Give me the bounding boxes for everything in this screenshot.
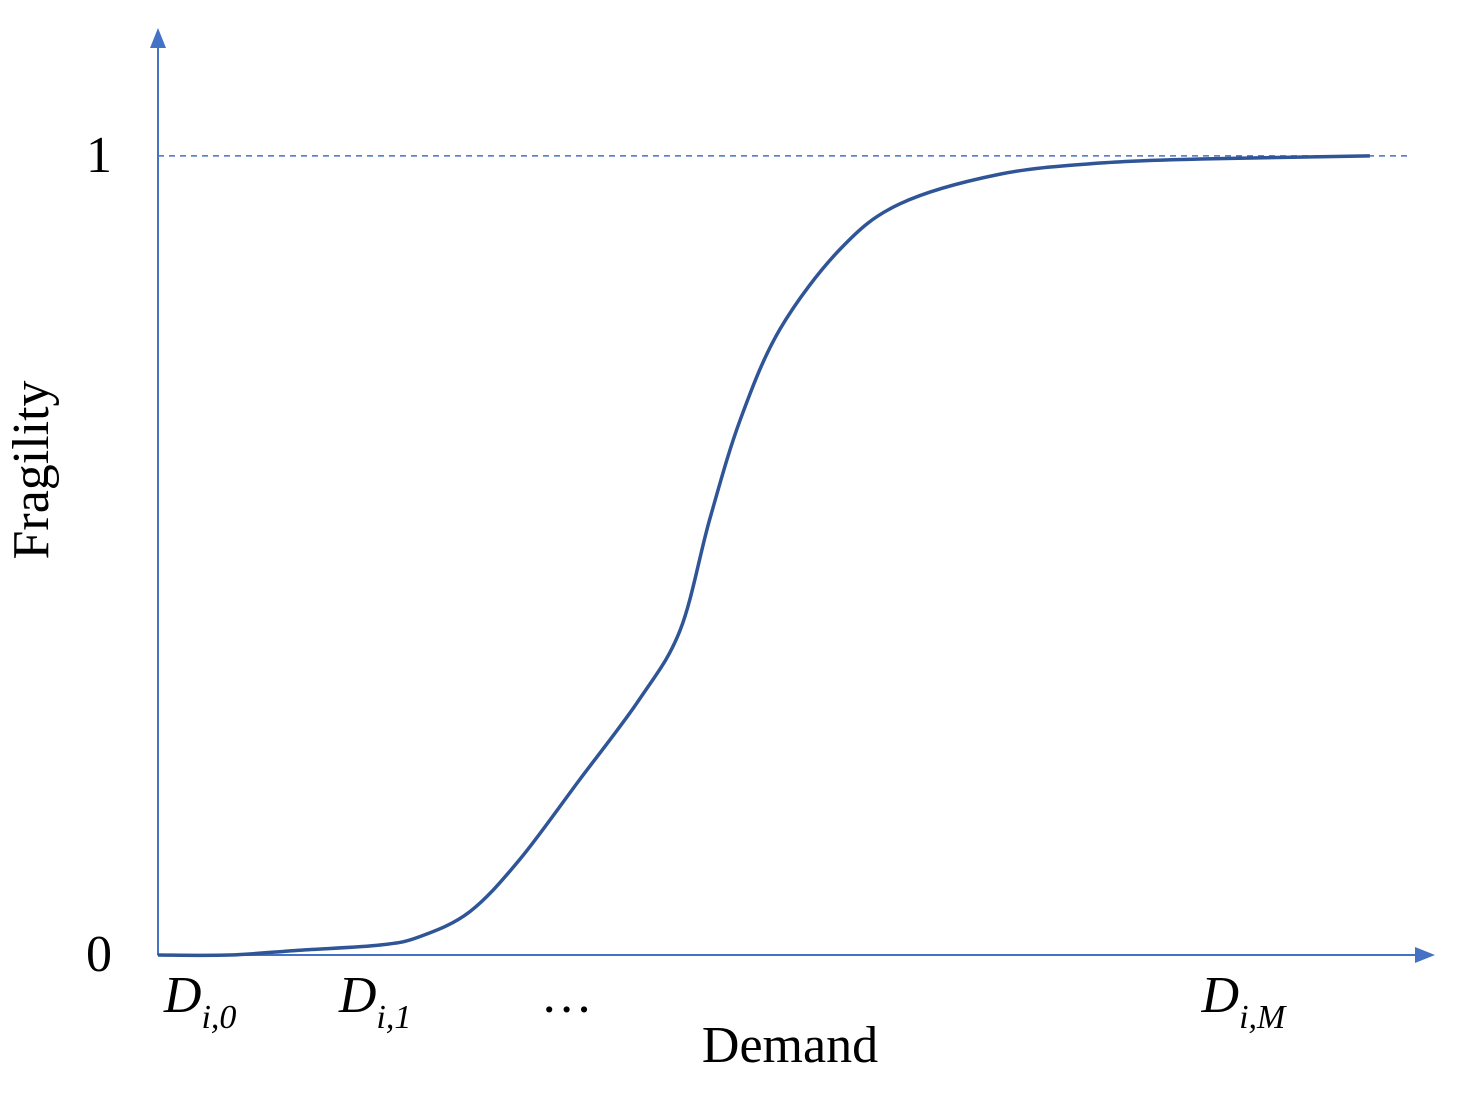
x-tick-label: …: [541, 967, 593, 1024]
y-tick-label: 0: [86, 926, 112, 983]
y-axis-label: Fragility: [3, 380, 60, 559]
x-tick-main: D: [163, 967, 202, 1024]
x-tick-label: Di,0: [163, 967, 237, 1036]
x-axis-arrow: [1415, 947, 1435, 963]
x-tick-main: D: [1201, 967, 1240, 1024]
fragility-curve: [157, 154, 1370, 958]
x-tick-label: Di,M: [1201, 967, 1288, 1036]
y-tick-label: 1: [86, 127, 112, 184]
x-tick-main: D: [338, 967, 377, 1024]
x-tick-subscript: i,0: [201, 999, 236, 1036]
x-axis-label: Demand: [702, 1017, 878, 1074]
x-tick-subscript: i,M: [1239, 999, 1287, 1036]
x-tick-subscript: i,1: [376, 999, 411, 1036]
x-tick-label: Di,1: [338, 967, 412, 1036]
y-axis-arrow: [150, 28, 166, 48]
x-tick-main: …: [541, 967, 593, 1024]
